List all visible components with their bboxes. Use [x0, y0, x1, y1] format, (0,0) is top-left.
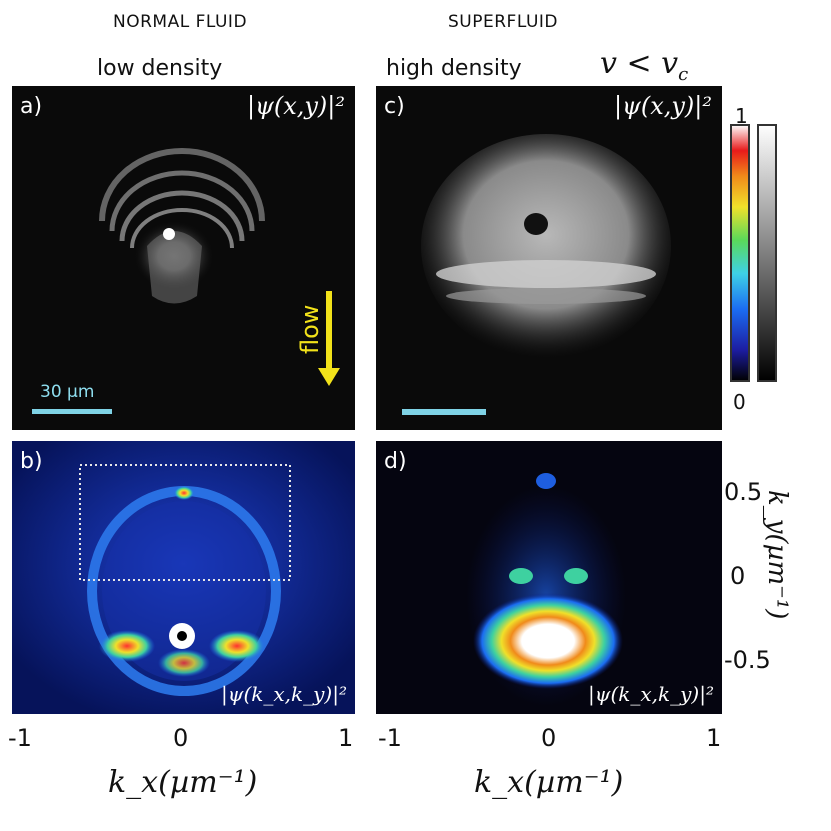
- panel-b-label: b): [20, 449, 43, 474]
- panel-c-real-space-superfluid: c) |ψ(x,y)|²: [376, 86, 722, 430]
- x-axis-label-left: k_x(µm⁻¹): [108, 765, 257, 800]
- dotted-box: [79, 464, 291, 581]
- panel-b-momentum-normal: b) |ψ(k_x,k_y)|²: [12, 441, 355, 714]
- panel-d-label: d): [384, 449, 407, 474]
- panel-b-quantity: |ψ(k_x,k_y)|²: [221, 682, 347, 706]
- x-tick-left-0: 0: [173, 724, 189, 752]
- scale-bar: [32, 409, 112, 414]
- x-tick-left-1: 1: [338, 724, 354, 752]
- colorbars: [730, 124, 777, 382]
- x-axis-label-right-text: k_x(µm⁻¹): [474, 765, 624, 800]
- panel-d-quantity-text: |ψ(k_x,k_y)|²: [588, 682, 714, 706]
- panel-c-label: c): [384, 94, 405, 119]
- flow-label: flow: [296, 304, 324, 354]
- scale-bar-c: [402, 409, 486, 415]
- x-axis-label-right: k_x(µm⁻¹): [474, 765, 623, 800]
- panel-c-image: [402, 134, 671, 415]
- colorbar-min-label: 0: [733, 390, 746, 414]
- header-superfluid: SUPERFLUID: [448, 12, 558, 32]
- x-tick-left-neg1: -1: [8, 724, 32, 752]
- y-tick-0-5: 0.5: [724, 478, 763, 506]
- x-tick-right-1: 1: [706, 724, 722, 752]
- panel-a-image: [32, 148, 340, 414]
- flow-arrow-head: [318, 368, 340, 386]
- panel-b-image: [12, 441, 355, 714]
- x-axis-label-left-text: k_x(µm⁻¹): [108, 765, 258, 800]
- panel-a-quantity-text: |ψ(x,y)|²: [246, 92, 345, 120]
- panel-a-real-space-normal: a) |ψ(x,y)|² flow 30 µm: [12, 86, 355, 430]
- x-tick-right-0: 0: [541, 724, 557, 752]
- header-low-density: low density: [97, 56, 223, 81]
- panel-c-quantity: |ψ(x,y)|²: [614, 92, 712, 120]
- colorbar-max-label: 1: [735, 104, 748, 128]
- panel-a-quantity: |ψ(x,y)|²: [247, 92, 345, 120]
- x-tick-right-neg1: -1: [378, 724, 402, 752]
- y-tick-neg-0-5: -0.5: [724, 646, 771, 674]
- scale-bar-label: 30 µm: [40, 382, 95, 402]
- colorbar-gray: [757, 124, 777, 382]
- panel-a-label: a): [20, 94, 43, 119]
- condition-text: v < vc: [600, 46, 689, 85]
- header-normal-fluid: NORMAL FLUID: [113, 12, 248, 32]
- panel-d-quantity: |ψ(k_x,k_y)|²: [588, 682, 714, 706]
- panel-d-image: [466, 473, 626, 706]
- header-high-density: high density: [386, 56, 522, 81]
- y-axis-label: k_y(µm⁻¹): [762, 490, 792, 619]
- condition-label: v < vc: [600, 46, 688, 85]
- flow-arrow-shaft: [326, 291, 332, 371]
- y-tick-0: 0: [730, 562, 746, 590]
- y-axis-label-text: k_y(µm⁻¹): [762, 490, 792, 620]
- panel-b-quantity-text: |ψ(k_x,k_y)|²: [221, 682, 347, 706]
- colorbar-jet: [730, 124, 750, 382]
- panel-d-momentum-superfluid: d) |ψ(k_x,k_y)|²: [376, 441, 722, 714]
- panel-c-quantity-text: |ψ(x,y)|²: [613, 92, 712, 120]
